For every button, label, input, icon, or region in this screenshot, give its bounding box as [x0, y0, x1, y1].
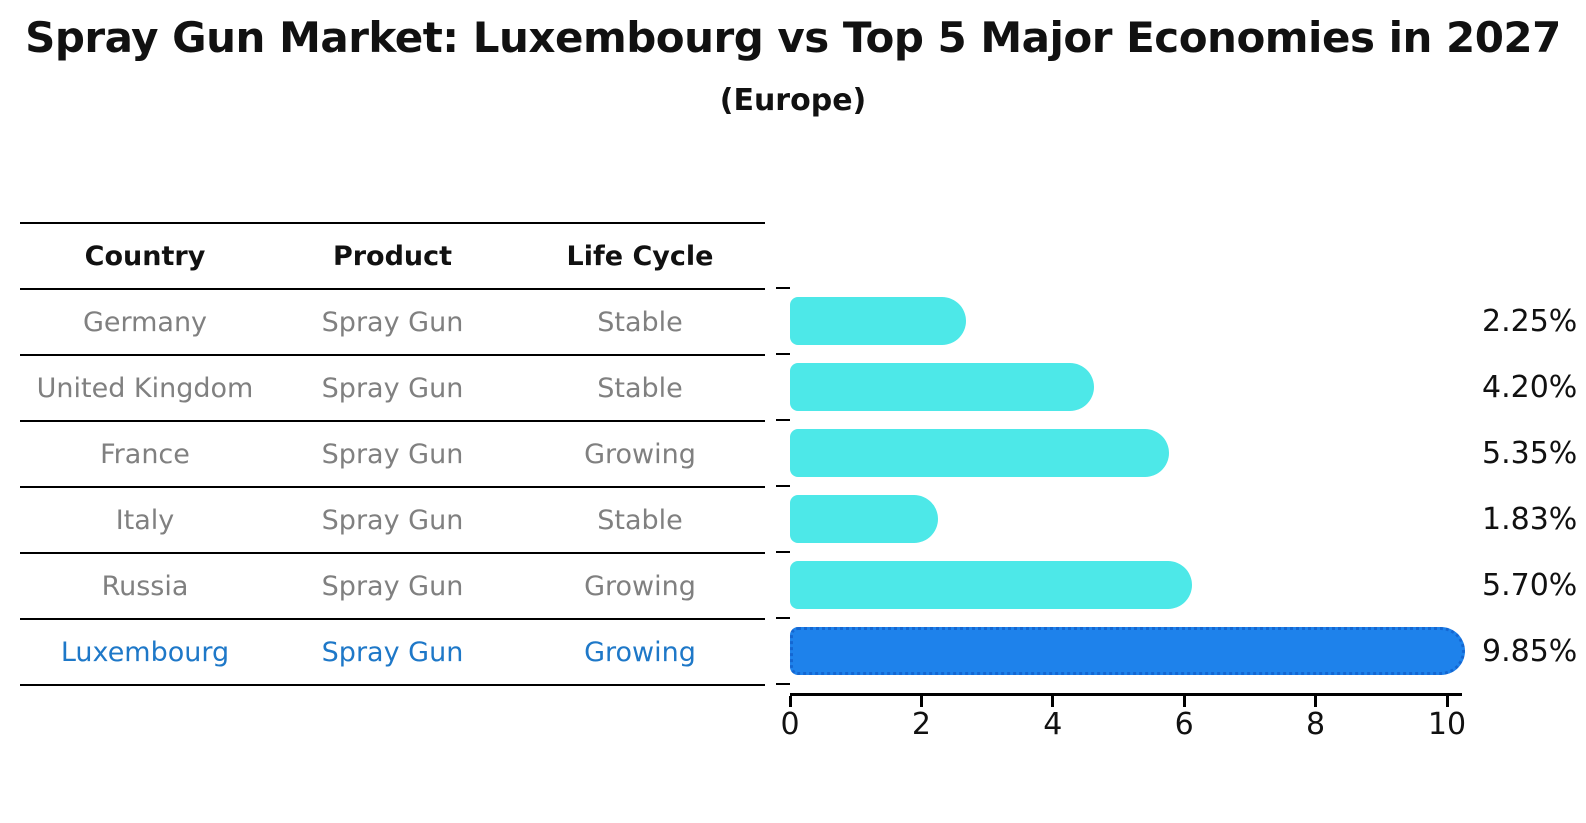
table-cell-country: France: [100, 438, 190, 470]
table-cell-life-cycle: Growing: [584, 438, 696, 470]
table-row: Germany Spray Gun Stable: [20, 290, 765, 356]
x-axis-tick-label: 6: [1174, 707, 1194, 742]
column-header-country: Country: [84, 240, 206, 272]
y-axis-tick: [776, 485, 790, 487]
value-label: 5.35%: [1482, 435, 1578, 471]
y-axis-tick: [776, 551, 790, 553]
chart-subtitle: (Europe): [719, 83, 867, 118]
table-cell-country: Luxembourg: [60, 636, 230, 668]
table-cell-product: Spray Gun: [321, 570, 464, 602]
table-cell-product: Spray Gun: [321, 306, 464, 338]
x-axis-tick-label: 8: [1306, 707, 1326, 742]
bar-slot: [790, 618, 1490, 684]
table-cell-life-cycle: Growing: [584, 570, 696, 602]
bar-italy: [790, 495, 938, 543]
bar-slot: [790, 486, 1490, 552]
bar-france: [790, 429, 1169, 477]
bar-slot: [790, 552, 1490, 618]
table-cell-product: Spray Gun: [321, 438, 464, 470]
y-axis-tick: [776, 419, 790, 421]
bar-slot: [790, 288, 1490, 354]
table-row: France Spray Gun Growing: [20, 422, 765, 488]
table-cell-country: Italy: [115, 504, 175, 536]
bar-russia: [790, 561, 1192, 609]
bar-plot: [790, 288, 1490, 684]
y-axis-tick: [776, 683, 790, 685]
x-axis-tick: [1182, 696, 1186, 707]
table-row: Russia Spray Gun Growing: [20, 554, 765, 620]
table-row: Luxembourg Spray Gun Growing: [20, 620, 765, 686]
table-cell-life-cycle: Stable: [597, 306, 683, 338]
bar-slot: [790, 420, 1490, 486]
table-body: Germany Spray Gun Stable United Kingdom Spra…: [20, 290, 765, 686]
value-label: 4.20%: [1482, 369, 1578, 405]
value-label: 5.70%: [1482, 567, 1578, 603]
table-header-row: Country Product Life Cycle: [20, 224, 765, 290]
chart-title: Spray Gun Market: Luxembourg vs Top 5 Ma…: [25, 13, 1561, 62]
table-cell-product: Spray Gun: [321, 504, 464, 536]
bar-united-kingdom: [790, 363, 1094, 411]
table-cell-country: Germany: [82, 306, 208, 338]
table-cell-life-cycle: Growing: [584, 636, 696, 668]
x-axis-tick: [1314, 696, 1318, 707]
column-header-life-cycle: Life Cycle: [566, 240, 714, 272]
table-cell-product: Spray Gun: [321, 636, 464, 668]
y-axis-tick: [776, 617, 790, 619]
table-cell-country: United Kingdom: [36, 372, 254, 404]
table-cell-country: Russia: [101, 570, 189, 602]
bar-germany: [790, 297, 966, 345]
value-label-column: 2.25% 4.20% 5.35% 1.83% 5.70% 9.85%: [1482, 288, 1577, 684]
x-axis-tick-label: 4: [1043, 707, 1063, 742]
value-label: 9.85%: [1482, 633, 1578, 669]
value-label: 1.83%: [1482, 501, 1578, 537]
table-row: United Kingdom Spray Gun Stable: [20, 356, 765, 422]
x-axis-tick: [1445, 696, 1449, 707]
table-cell-life-cycle: Stable: [597, 504, 683, 536]
x-axis-tick-label: 0: [780, 707, 800, 742]
table-cell-product: Spray Gun: [321, 372, 464, 404]
table-row: Italy Spray Gun Stable: [20, 488, 765, 554]
x-axis-tick: [1051, 696, 1055, 707]
x-axis-tick-label: 10: [1427, 707, 1467, 742]
x-axis-tick: [919, 696, 923, 707]
bar-slot: [790, 354, 1490, 420]
x-axis-tick-label: 2: [911, 707, 931, 742]
x-axis-line: [790, 693, 1462, 696]
comparison-table: Country Product Life Cycle Germany Spray …: [20, 222, 765, 686]
table-cell-life-cycle: Stable: [597, 372, 683, 404]
bar-highlight-luxembourg: [790, 627, 1465, 675]
y-axis-tick: [776, 287, 790, 289]
y-axis-tick: [776, 353, 790, 355]
x-axis-tick: [788, 696, 792, 707]
column-header-product: Product: [332, 240, 453, 272]
value-label: 2.25%: [1482, 303, 1578, 339]
